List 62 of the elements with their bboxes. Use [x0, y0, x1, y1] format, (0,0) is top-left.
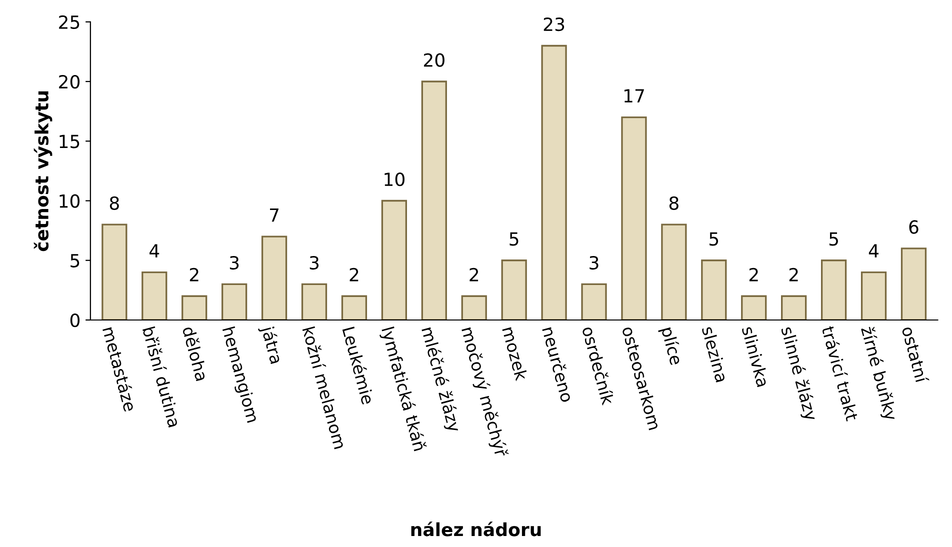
y-tick-label: 15 [60, 134, 80, 148]
x-tick-label: břišní dutina [142, 326, 182, 428]
data-label: 5 [710, 232, 718, 246]
bar [701, 260, 727, 320]
bar [661, 224, 687, 320]
data-label: 2 [789, 268, 798, 282]
bar [501, 260, 527, 320]
bar [541, 44, 567, 320]
data-label: 4 [150, 244, 160, 258]
x-tick-label: plíce [658, 326, 684, 366]
x-tick-label: ostatní [902, 326, 930, 384]
bar [461, 295, 487, 320]
x-tick-label: trávicí trakt [821, 325, 860, 422]
x-tick-label: játra [258, 324, 284, 365]
bar [621, 116, 647, 320]
y-tick-label: 20 [59, 74, 80, 89]
x-tick-label: neurčeno [542, 326, 575, 403]
data-label: 3 [310, 256, 319, 270]
bar [301, 283, 328, 320]
x-tick-label: slezina [702, 326, 728, 382]
bar [820, 260, 847, 320]
bar [900, 248, 927, 320]
data-label: 2 [350, 268, 358, 282]
data-label: 6 [909, 220, 918, 234]
data-label: 3 [590, 256, 598, 270]
x-tick-label: děloha [182, 326, 210, 382]
bar [781, 295, 807, 320]
x-tick-label: mozek [502, 326, 528, 382]
data-label: 8 [669, 196, 678, 210]
data-label: 2 [190, 268, 198, 282]
data-label: 20 [424, 53, 444, 67]
data-label: 23 [544, 17, 564, 32]
bar [421, 80, 447, 320]
data-label: 2 [470, 268, 478, 282]
data-label: 8 [110, 196, 119, 210]
y-tick-label: 25 [59, 15, 80, 29]
bar [261, 236, 288, 320]
bar [221, 283, 248, 320]
data-label: 4 [868, 244, 879, 258]
bar [102, 224, 128, 320]
y-tick-label: 0 [70, 313, 80, 328]
bar [182, 295, 208, 320]
x-tick-label: slinné žlázy [778, 326, 819, 422]
x-tick-label: slinivka [742, 326, 770, 388]
data-label: 10 [384, 172, 404, 186]
bar [741, 295, 767, 320]
y-tick-label: 10 [60, 194, 80, 208]
data-label: 7 [270, 208, 278, 222]
x-axis-title: nález nádoru [411, 522, 541, 536]
data-label: 5 [510, 232, 518, 246]
bar [142, 271, 168, 320]
data-label: 2 [749, 268, 758, 282]
x-tick-label: žírné buňky [858, 326, 899, 422]
bar [381, 200, 408, 320]
y-tick-label: 5 [70, 254, 80, 268]
data-label: 5 [829, 232, 838, 246]
data-label: 3 [230, 256, 239, 270]
bar [581, 283, 607, 320]
bar [860, 271, 887, 320]
bar [341, 295, 368, 320]
y-axis-title: četnost výskytu [34, 91, 52, 252]
data-label: 17 [624, 89, 644, 102]
